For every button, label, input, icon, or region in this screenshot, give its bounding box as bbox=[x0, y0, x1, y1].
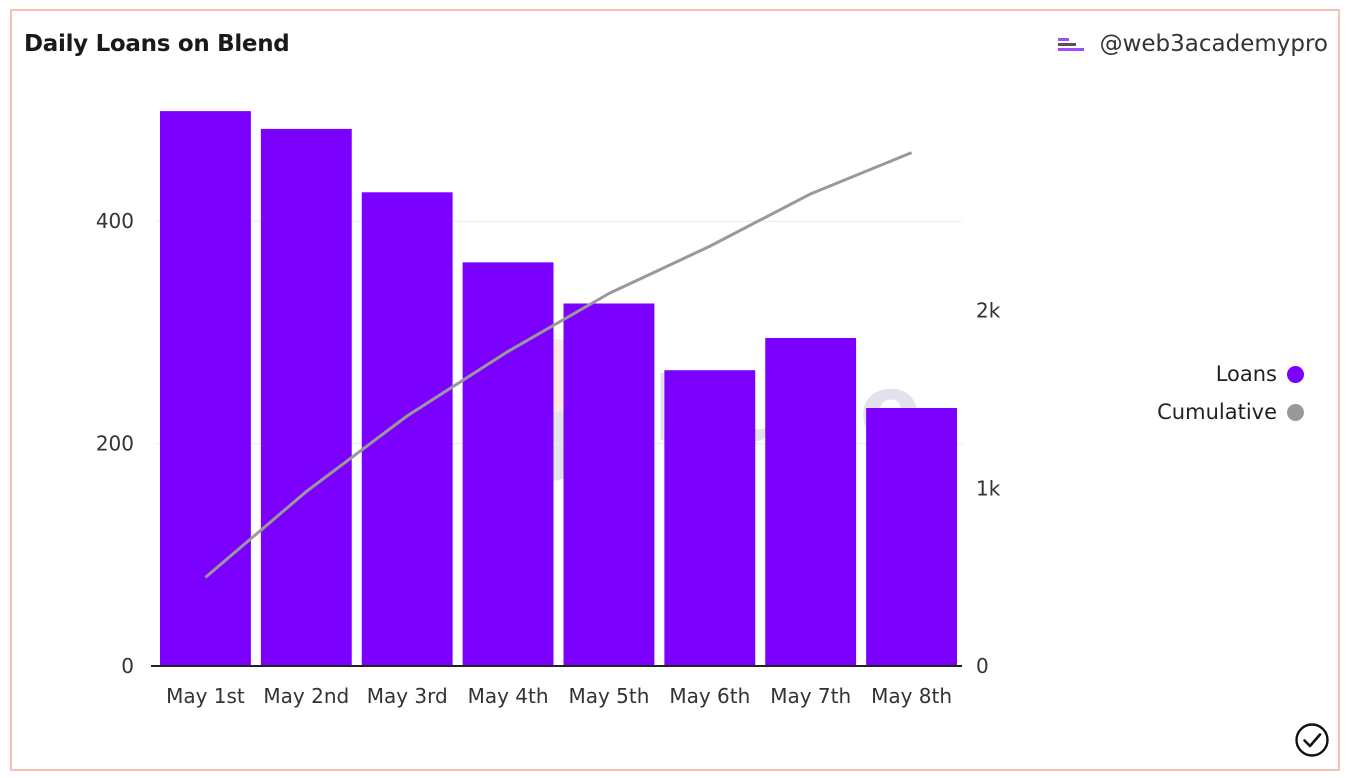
legend-dot-icon bbox=[1287, 365, 1304, 383]
x-tick-label: May 1st bbox=[166, 684, 245, 708]
line-cumulative-path[interactable] bbox=[204, 151, 913, 579]
bar-loans-6[interactable] bbox=[664, 370, 756, 666]
legend-label: Cumulative bbox=[1157, 400, 1277, 424]
legend-item-cumulative[interactable]: Cumulative bbox=[1157, 393, 1304, 431]
y-left-tick-label: 400 bbox=[96, 209, 134, 233]
x-tick-label: May 4th bbox=[468, 684, 549, 708]
x-tick-label: May 8th bbox=[871, 684, 952, 708]
bar-loans-8[interactable] bbox=[866, 408, 957, 666]
x-tick-label: May 2nd bbox=[263, 684, 349, 708]
author-attribution[interactable]: @web3academypro bbox=[1055, 31, 1328, 57]
x-tick-label: May 3rd bbox=[367, 684, 448, 708]
checkmark-circle-icon[interactable] bbox=[1294, 722, 1330, 758]
y-right-tick-label: 1k bbox=[976, 476, 1001, 500]
author-handle: @web3academypro bbox=[1099, 31, 1328, 57]
web3academy-logo-icon bbox=[1055, 35, 1086, 53]
y-axis-left: 0 200 400 bbox=[96, 209, 134, 678]
x-axis: May 1st May 2nd May 3rd May 4th May 5th May 6… bbox=[166, 684, 952, 708]
bar-loans-5[interactable] bbox=[563, 303, 655, 666]
bar-loans-2[interactable] bbox=[260, 128, 352, 667]
bar-loans-4[interactable] bbox=[462, 262, 554, 666]
y-axis-right: 0 1k 2k bbox=[976, 299, 1001, 678]
y-right-tick-label: 2k bbox=[976, 299, 1001, 323]
y-left-tick-label: 200 bbox=[96, 432, 134, 456]
y-right-tick-label: 0 bbox=[976, 654, 989, 678]
chart-title: Daily Loans on Blend bbox=[24, 31, 290, 57]
x-tick-label: May 5th bbox=[568, 684, 649, 708]
line-cumulative bbox=[204, 151, 913, 579]
bar-loans-1[interactable] bbox=[160, 111, 251, 666]
legend-dot-icon bbox=[1287, 403, 1304, 421]
bars-loans bbox=[151, 111, 962, 667]
x-tick-label: May 6th bbox=[669, 684, 750, 708]
legend: Loans Cumulative bbox=[1157, 355, 1304, 431]
bar-loans-7[interactable] bbox=[765, 337, 857, 666]
legend-item-loans[interactable]: Loans bbox=[1157, 355, 1304, 393]
y-left-tick-label: 0 bbox=[121, 654, 134, 678]
x-tick-label: May 7th bbox=[770, 684, 851, 708]
bar-loans-3[interactable] bbox=[361, 192, 453, 666]
legend-label: Loans bbox=[1215, 362, 1277, 386]
